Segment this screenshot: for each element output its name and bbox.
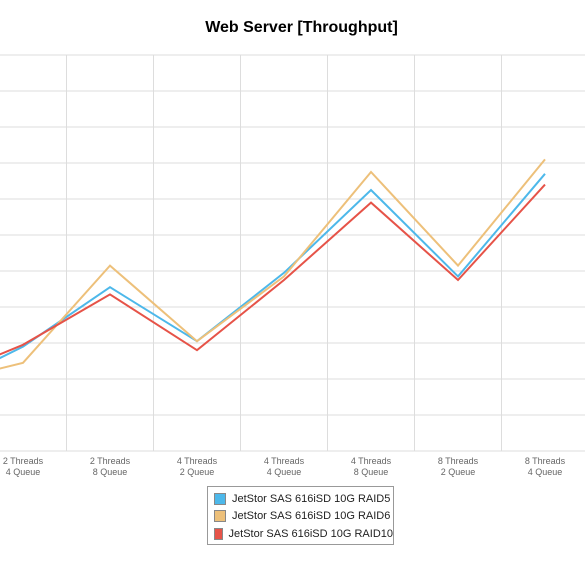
legend-swatch xyxy=(214,527,223,540)
x-tick-label: 4 Queue xyxy=(6,467,41,477)
legend-item[interactable]: JetStor SAS 616iSD 10G RAID10 xyxy=(214,525,393,543)
x-tick-label: 8 Threads xyxy=(438,456,479,466)
x-tick-label: 4 Threads xyxy=(351,456,392,466)
x-tick-label: 8 Threads xyxy=(525,456,566,466)
legend-swatch xyxy=(214,510,226,523)
x-tick-label: 8 Queue xyxy=(354,467,389,477)
chart-series xyxy=(0,158,546,370)
legend-label: JetStor SAS 616iSD 10G RAID5 xyxy=(232,492,391,505)
x-tick-label: 8 Queue xyxy=(93,467,128,477)
x-tick-label: 4 Queue xyxy=(528,467,563,477)
x-tick-label: 2 Queue xyxy=(441,467,476,477)
legend-swatch xyxy=(214,492,226,505)
x-tick-label: 4 Queue xyxy=(267,467,302,477)
x-tick-label: 4 Threads xyxy=(177,456,218,466)
legend-label: JetStor SAS 616iSD 10G RAID10 xyxy=(228,527,393,540)
legend-item[interactable]: JetStor SAS 616iSD 10G RAID5 xyxy=(214,490,393,508)
series-line-3 xyxy=(0,183,546,356)
x-tick-label: 4 Threads xyxy=(264,456,305,466)
x-tick-label: 2 Threads xyxy=(3,456,44,466)
chart-grid xyxy=(0,54,585,452)
x-tick-label: 2 Queue xyxy=(180,467,215,477)
chart-legend: JetStor SAS 616iSD 10G RAID5 JetStor SAS … xyxy=(207,486,394,545)
series-line-1 xyxy=(0,173,546,360)
x-tick-label: 2 Threads xyxy=(90,456,131,466)
legend-label: JetStor SAS 616iSD 10G RAID6 xyxy=(232,510,391,523)
series-line-2 xyxy=(0,158,546,370)
chart-title: Web Server [Throughput] xyxy=(205,19,398,36)
legend-item[interactable]: JetStor SAS 616iSD 10G RAID6 xyxy=(214,508,393,526)
